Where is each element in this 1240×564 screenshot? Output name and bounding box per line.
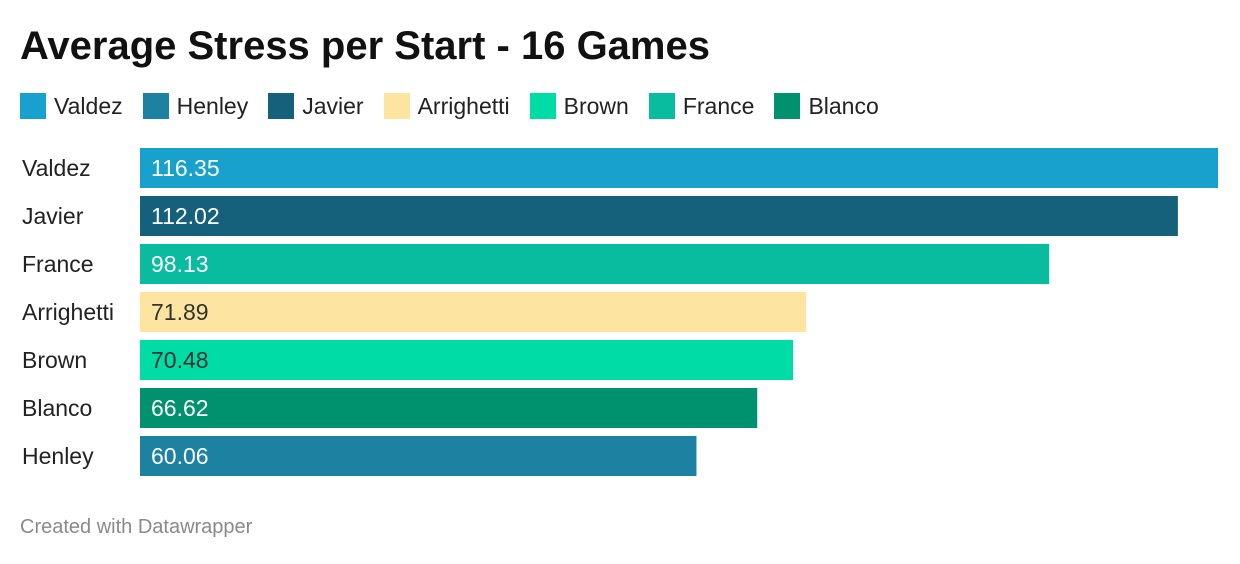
legend-item: Valdez [20,92,123,120]
legend-item: Arrighetti [383,92,510,120]
legend-label: Brown [563,93,629,119]
footer-credit: Created with Datawrapper [20,516,253,538]
bar [140,292,807,332]
legend-label: France [682,93,755,119]
legend-swatch [20,93,46,119]
legend-swatch [529,93,556,119]
category-label: France [22,251,94,277]
legend-swatch [648,93,675,119]
legend-label: Henley [176,93,249,119]
category-label: Valdez [22,155,91,181]
legend-item: Javier [268,92,364,120]
legend-item: Brown [529,92,629,120]
bar-value-label: 116.35 [151,155,220,181]
category-label: Henley [22,443,94,469]
category-label: Arrighetti [22,299,114,325]
legend-swatch [383,93,410,119]
category-label: Brown [22,347,87,373]
chart-title: Average Stress per Start - 16 Games [20,24,710,68]
bar [140,436,697,476]
category-label: Javier [22,203,84,229]
legend-item: Blanco [774,92,879,120]
bar [140,388,758,428]
legend-item: Henley [142,92,249,120]
bar-value-label: 112.02 [151,203,220,229]
legend-label: Arrighetti [417,93,510,119]
bar-value-label: 98.13 [151,251,209,277]
category-label: Blanco [22,395,92,421]
legend-swatch [268,93,295,119]
legend-swatch [774,93,801,119]
legend-label: Blanco [808,93,879,119]
bar-value-label: 71.89 [151,299,209,325]
bar [140,244,1050,284]
bar-value-label: 70.48 [151,347,209,373]
bar-value-label: 66.62 [151,395,209,421]
bar [140,196,1178,236]
bar-value-label: 60.06 [151,443,209,469]
legend-swatch [142,93,169,119]
chart-legend: Valdez Henley Javier Arrighetti Brown France B… [20,92,879,120]
bar [140,148,1218,188]
bar [140,340,794,380]
legend-label: Javier [302,93,364,119]
legend-label: Valdez [54,93,123,119]
legend-item: France [648,92,755,120]
